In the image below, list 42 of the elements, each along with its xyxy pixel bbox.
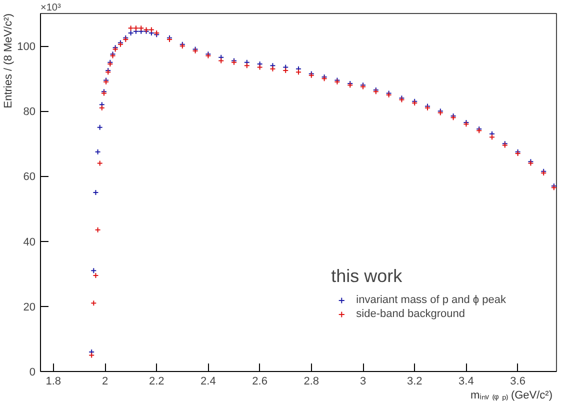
legend-title: this work <box>331 266 404 287</box>
x-tick-label: 2.6 <box>252 376 268 388</box>
point <box>96 124 103 130</box>
x-tick-label: 2 <box>102 376 108 388</box>
y-tick-label: 60 <box>23 171 36 184</box>
point <box>138 28 144 34</box>
y-axis-title: Entries / (8 MeV/c²) <box>2 13 14 108</box>
point <box>244 62 250 69</box>
x-tick-label: 1.8 <box>46 376 62 388</box>
point <box>92 190 99 196</box>
text: ×10³ <box>40 2 62 14</box>
legend-label: invariant mass of p and ϕ peak <box>356 293 506 307</box>
point <box>148 26 154 33</box>
point <box>138 25 144 32</box>
point <box>88 352 95 358</box>
x-tick-label: 3 <box>360 376 366 388</box>
y-tick-label: 0 <box>29 366 36 378</box>
point <box>218 58 224 64</box>
point <box>296 69 302 76</box>
point <box>489 134 495 140</box>
point <box>98 104 105 111</box>
x-tick-label: 3.6 <box>510 376 526 388</box>
point <box>94 148 101 155</box>
point <box>128 25 134 32</box>
y-tick-label: 20 <box>23 301 36 314</box>
point <box>270 66 276 72</box>
x-tick-label: 3.4 <box>458 376 474 388</box>
x-axis-title: mᵢₙᵥ ₍ᵩ ₚ₎ (GeV/c²) <box>470 390 553 401</box>
y-tick-label: 40 <box>23 236 36 248</box>
y-tick-label: 100 <box>17 41 36 54</box>
point <box>90 300 97 306</box>
x-tick-label: 2.4 <box>200 376 216 388</box>
x-tick-label: 2.8 <box>304 376 320 388</box>
x-tick-label: 3.2 <box>406 376 422 388</box>
point <box>96 160 103 166</box>
point <box>132 25 139 32</box>
point <box>90 268 97 274</box>
y-tick-label: 80 <box>23 106 36 118</box>
point <box>94 226 101 233</box>
x-tick-label: 2.2 <box>148 376 164 388</box>
point <box>256 64 263 70</box>
legend-label: side-band background <box>356 307 465 321</box>
